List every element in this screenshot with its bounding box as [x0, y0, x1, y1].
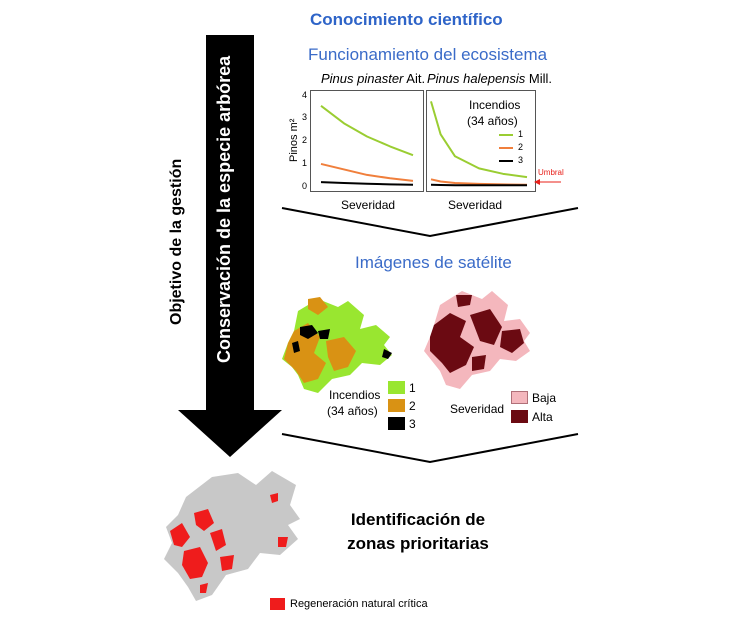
result-legend-label: Regeneración natural crítica: [290, 598, 428, 610]
chart-pinaster: [320, 104, 414, 186]
chart-legend-label-2: 2: [518, 142, 524, 152]
funnel-chevron-bottom: [281, 433, 579, 464]
species-name-halepensis: Pinus halepensis: [427, 71, 526, 86]
y-tick-4: 4: [302, 90, 308, 100]
fire-map-zone-3d: [292, 341, 300, 353]
funnel-chevron-top: [281, 207, 579, 238]
priority-map-critical-f: [278, 537, 288, 547]
severity-legend-swatch-low: [511, 391, 528, 404]
severity-map-high-a: [430, 313, 474, 373]
x-axis-label-pinaster: Severidad: [341, 198, 396, 212]
priority-map-critical-h: [200, 583, 208, 593]
priority-map-critical-e: [220, 555, 234, 571]
severity-legend-label-low: Baja: [532, 391, 557, 405]
y-axis-label: Pinos m²: [288, 118, 300, 162]
species-author-pinaster: Ait.: [403, 71, 426, 86]
severity-legend-label-high: Alta: [532, 410, 553, 424]
threshold-label: Umbral: [538, 168, 564, 177]
result-legend-swatch: [270, 598, 285, 610]
species-author-halepensis: Mill.: [525, 71, 553, 86]
fire-legend-label-1: 1: [409, 381, 416, 395]
management-goal-arrow: [178, 35, 282, 457]
chart-panel-pinaster: [310, 90, 424, 192]
chart-legend-swatch-3: [499, 160, 513, 162]
severity-legend-swatch-high: [511, 410, 528, 423]
fire-map-zone-3c: [382, 349, 392, 359]
fire-map-zone-2b: [326, 337, 356, 371]
fire-legend-swatch-2: [388, 399, 405, 412]
severity-map-high-d: [472, 355, 486, 371]
severity-map-high-b: [470, 309, 502, 345]
severity-map-high-c: [500, 329, 524, 353]
chart-legend-label-3: 3: [518, 155, 524, 165]
fire-legend-title-line2: (34 años): [327, 404, 378, 418]
fire-legend-label-2: 2: [409, 399, 416, 413]
fire-map-zone-3b: [318, 329, 330, 339]
chart-legend-swatch-2: [499, 147, 513, 149]
priority-map-critical-c: [194, 509, 214, 531]
management-goal-label: Objetivo de la gestión: [168, 158, 185, 325]
species-label-pinaster: Pinus pinaster Ait.: [321, 71, 425, 86]
halepensis-series-1-line: [430, 101, 528, 179]
species-label-halepensis: Pinus halepensis Mill.: [427, 71, 552, 86]
chart-legend-label-1: 1: [518, 129, 524, 139]
priority-zones-map: [164, 471, 300, 601]
y-tick-2: 2: [302, 135, 308, 145]
section-subtitle-ecosystem: Funcionamiento del ecosistema: [308, 45, 548, 64]
chart-legend-swatch-1: [499, 134, 513, 136]
chart-legend-title-line1: Incendios: [469, 98, 521, 112]
priority-map-critical-a: [170, 523, 190, 547]
result-title-line2: zonas prioritarias: [347, 534, 489, 553]
y-tick-0: 0: [302, 181, 308, 191]
satellite-title: Imágenes de satélite: [355, 253, 512, 272]
result-title-line1: Identificación de: [350, 510, 486, 529]
species-name-pinaster: Pinus pinaster: [321, 71, 404, 86]
threshold-arrow: [534, 179, 561, 185]
y-tick-3: 3: [302, 112, 308, 122]
tree-species-conservation-label: Conservación de la especie arbórea: [214, 55, 234, 363]
burn-severity-map: [424, 291, 530, 389]
chart-halepensis: [430, 101, 528, 187]
fire-map-zone-3a: [300, 325, 318, 339]
pinaster-series-1-line: [320, 104, 414, 157]
fire-map-zone-2c: [308, 297, 328, 315]
chart-panel-halepensis: [426, 90, 536, 192]
priority-map-critical-g: [270, 493, 278, 503]
severity-map-high-e: [456, 295, 472, 307]
fire-history-map: [282, 297, 392, 393]
priority-map-critical-d: [210, 529, 226, 551]
fire-legend-label-3: 3: [409, 417, 416, 431]
section-title-scientific-knowledge: Conocimiento científico: [310, 10, 503, 29]
arrow-shape: [178, 35, 282, 457]
pinaster-series-2-line: [320, 162, 414, 182]
pinaster-series-3-line: [320, 181, 414, 186]
x-axis-label-halepensis: Severidad: [448, 198, 503, 212]
fire-legend-title-line1: Incendios: [329, 388, 381, 402]
priority-map-critical-b: [182, 547, 208, 579]
fire-legend-swatch-1: [388, 381, 405, 394]
fire-map-zone-2a: [284, 323, 326, 383]
chart-legend-title-line2: (34 años): [467, 114, 518, 128]
severity-legend-title: Severidad: [450, 402, 505, 416]
fire-legend-swatch-3: [388, 417, 405, 430]
halepensis-series-2-line: [430, 178, 528, 186]
y-tick-1: 1: [302, 158, 308, 168]
